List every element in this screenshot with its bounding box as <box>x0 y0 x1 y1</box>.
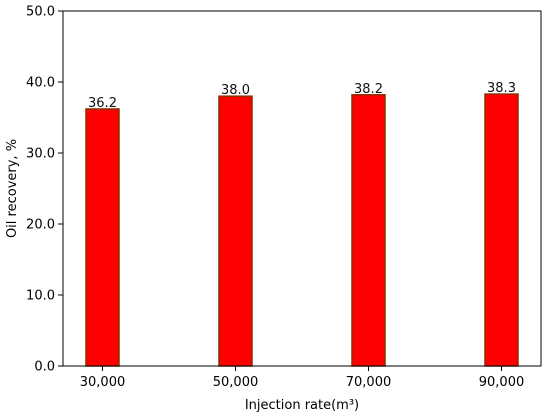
y-tick-label: 10.0 <box>26 289 55 304</box>
x-tick-label: 50,000 <box>213 375 259 390</box>
plot-area: 36.2 38.0 38.2 38.3 <box>85 81 519 367</box>
bar-value-label: 38.2 <box>354 82 383 97</box>
bar-value-label: 36.2 <box>88 96 117 111</box>
y-axis: 0.0 10.0 20.0 30.0 40.0 50.0 <box>26 5 63 375</box>
y-tick-label: 20.0 <box>26 218 55 233</box>
bar <box>484 93 519 367</box>
bar-value-label: 38.3 <box>487 81 516 96</box>
x-tick-label: 90,000 <box>479 375 525 390</box>
x-tick-label: 70,000 <box>346 375 392 390</box>
y-tick-label: 50.0 <box>26 5 55 20</box>
bar <box>218 95 253 367</box>
y-tick-label: 0.0 <box>34 360 55 375</box>
y-tick-label: 30.0 <box>26 147 55 162</box>
bar <box>351 94 386 367</box>
y-axis-title: Oil recovery, % <box>5 139 20 238</box>
x-axis: 30,000 50,000 70,000 90,000 <box>80 366 525 390</box>
x-tick-label: 30,000 <box>80 375 126 390</box>
plot-frame <box>62 10 542 367</box>
y-tick-label: 40.0 <box>26 76 55 91</box>
bar <box>85 108 120 367</box>
x-axis-title: Injection rate(m³) <box>245 398 359 413</box>
bar-value-label: 38.0 <box>221 83 250 98</box>
